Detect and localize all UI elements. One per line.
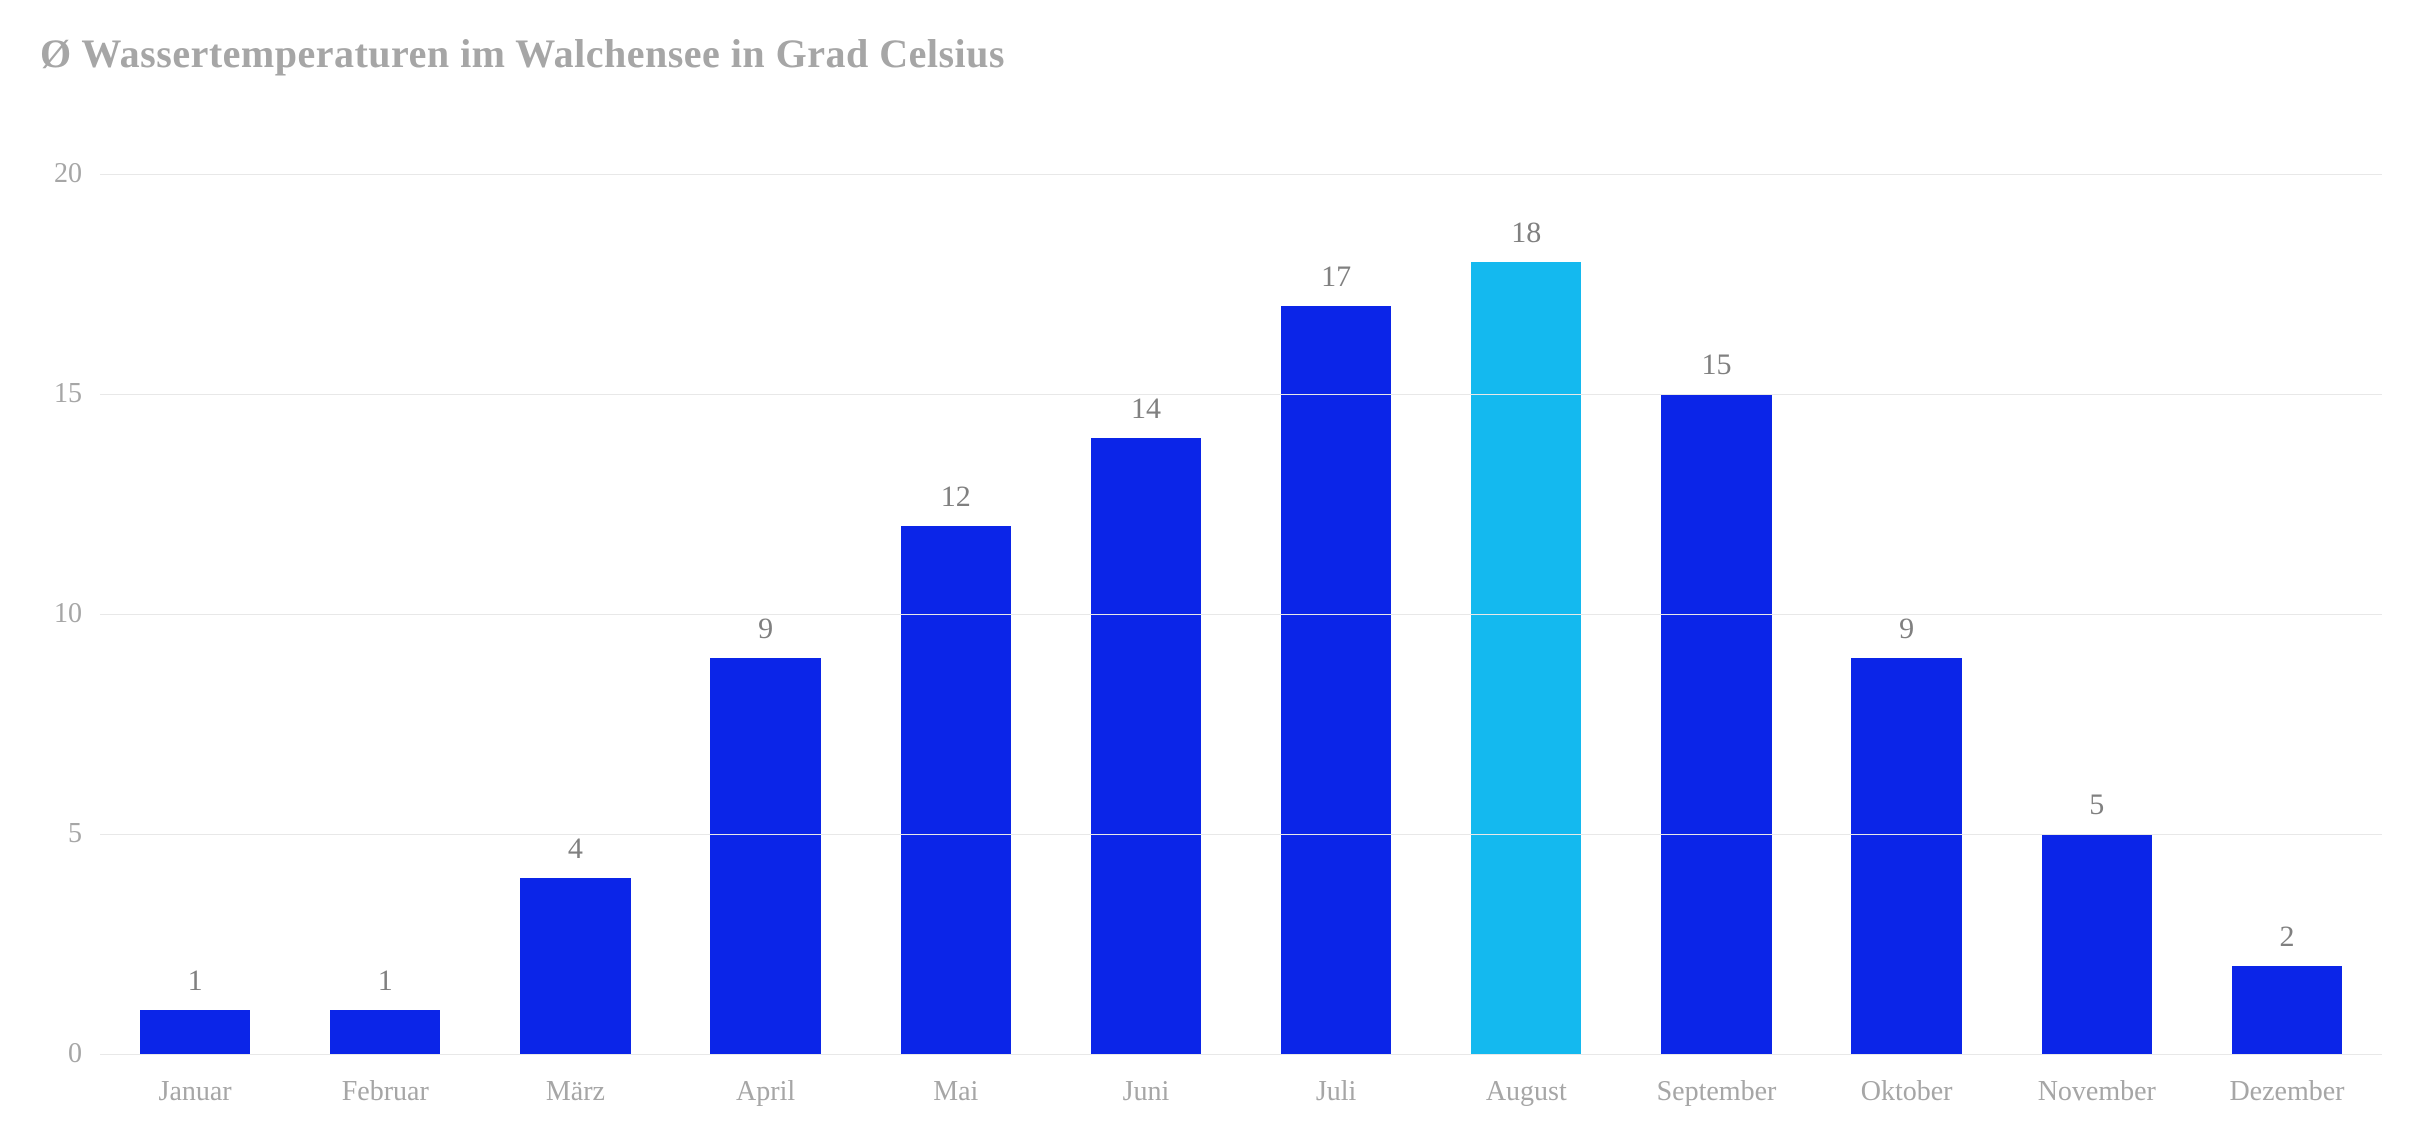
y-tick-label: 10: [54, 598, 100, 630]
grid-line: 20: [100, 174, 2382, 175]
chart-title: Ø Wassertemperaturen im Walchensee in Gr…: [40, 30, 2382, 77]
bar: 5: [2042, 834, 2152, 1054]
x-axis: JanuarFebruarMärzAprilMaiJuniJuliAugustS…: [100, 1054, 2382, 1134]
bar: 1: [330, 1010, 440, 1054]
y-tick-label: 15: [54, 378, 100, 410]
bar: 12: [901, 526, 1011, 1054]
bar: 9: [1851, 658, 1961, 1054]
bar-slot: 5: [2002, 130, 2192, 1054]
bar-slot: 1: [290, 130, 480, 1054]
bars-region: 11491214171815952: [100, 130, 2382, 1054]
bar: 15: [1661, 394, 1771, 1054]
plot-area: 11491214171815952 05101520: [100, 130, 2382, 1054]
bar: 18: [1471, 262, 1581, 1054]
x-tick-label: September: [1621, 1054, 1811, 1134]
x-tick-label: Februar: [290, 1054, 480, 1134]
temperature-bar-chart: Ø Wassertemperaturen im Walchensee in Gr…: [0, 0, 2422, 1134]
x-tick-label: Juni: [1051, 1054, 1241, 1134]
bar-value-label: 15: [1701, 348, 1731, 394]
x-tick-label: Dezember: [2192, 1054, 2382, 1134]
y-tick-label: 5: [68, 818, 100, 850]
bar-slot: 9: [671, 130, 861, 1054]
bar-slot: 18: [1431, 130, 1621, 1054]
bar-value-label: 17: [1321, 260, 1351, 306]
bar-value-label: 2: [2279, 920, 2294, 966]
bar: 9: [710, 658, 820, 1054]
bar-slot: 17: [1241, 130, 1431, 1054]
bar-slot: 12: [861, 130, 1051, 1054]
bar-slot: 15: [1621, 130, 1811, 1054]
bar: 1: [140, 1010, 250, 1054]
bar-value-label: 9: [758, 612, 773, 658]
x-tick-label: Januar: [100, 1054, 290, 1134]
bar-value-label: 5: [2089, 788, 2104, 834]
bar: 17: [1281, 306, 1391, 1054]
grid-line: 15: [100, 394, 2382, 395]
bar-slot: 9: [1812, 130, 2002, 1054]
bar-value-label: 1: [378, 964, 393, 1010]
bar-slot: 1: [100, 130, 290, 1054]
grid-line: 10: [100, 614, 2382, 615]
x-tick-label: Juli: [1241, 1054, 1431, 1134]
y-tick-label: 20: [54, 158, 100, 190]
bar-slot: 4: [480, 130, 670, 1054]
bar-value-label: 12: [941, 480, 971, 526]
x-tick-label: Oktober: [1812, 1054, 2002, 1134]
bar-value-label: 18: [1511, 216, 1541, 262]
bar-value-label: 4: [568, 832, 583, 878]
bar-value-label: 14: [1131, 392, 1161, 438]
bar: 2: [2232, 966, 2342, 1054]
bar-value-label: 1: [188, 964, 203, 1010]
bar: 4: [520, 878, 630, 1054]
x-tick-label: August: [1431, 1054, 1621, 1134]
bar: 14: [1091, 438, 1201, 1054]
bar-value-label: 9: [1899, 612, 1914, 658]
x-tick-label: März: [480, 1054, 670, 1134]
bar-slot: 2: [2192, 130, 2382, 1054]
x-tick-label: Mai: [861, 1054, 1051, 1134]
x-tick-label: November: [2002, 1054, 2192, 1134]
y-tick-label: 0: [68, 1038, 100, 1070]
grid-line: 5: [100, 834, 2382, 835]
bar-slot: 14: [1051, 130, 1241, 1054]
x-tick-label: April: [671, 1054, 861, 1134]
